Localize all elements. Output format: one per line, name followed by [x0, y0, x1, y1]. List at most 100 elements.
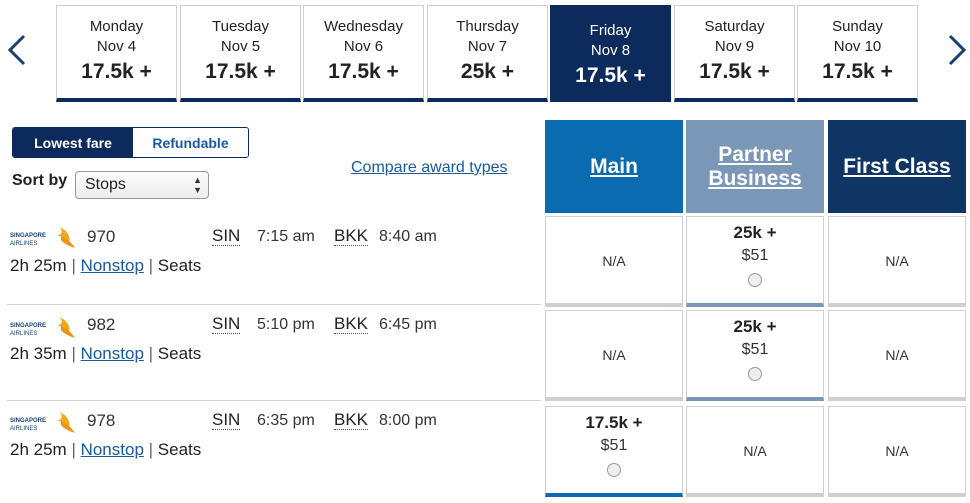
nonstop-link[interactable]: Nonstop [80, 344, 144, 363]
fare-cell-partner-business[interactable]: 25k + $51 [686, 310, 824, 401]
refundable-button[interactable]: Refundable [133, 128, 248, 157]
fare-not-available: N/A [885, 253, 909, 269]
destination-airport[interactable]: BKK [334, 410, 369, 430]
date-tab-monday[interactable]: Monday Nov 4 17.5k + [56, 5, 177, 102]
date-tab-price: 25k + [460, 60, 515, 83]
svg-text:SINGAPORE: SINGAPORE [10, 418, 46, 424]
fare-miles: 25k + [733, 223, 777, 242]
date-tab-price: 17.5k + [205, 60, 276, 83]
fare-type-toggle: Lowest fare Refundable [12, 127, 249, 158]
main-cabin-label: Main [590, 154, 638, 178]
sort-by-value: Stops [85, 176, 126, 193]
seats-link[interactable]: Seats [157, 344, 202, 363]
date-tab-day: Sunday [832, 18, 883, 35]
flight-details-line: 2h 25m | Nonstop | Seats [10, 256, 202, 275]
date-tab-day: Friday [589, 22, 632, 39]
fare-miles: 25k + [733, 317, 777, 336]
date-tab-wednesday[interactable]: Wednesday Nov 6 17.5k + [303, 5, 424, 102]
singapore-airlines-logo-icon: SINGAPORE AIRLINES [10, 317, 75, 338]
date-tab-date: Nov 10 [833, 38, 882, 55]
origin-airport[interactable]: SIN [212, 314, 241, 334]
main-cabin-header[interactable]: Main [545, 120, 683, 213]
date-tab-day: Thursday [456, 18, 519, 35]
fare-taxes: $51 [600, 437, 628, 454]
fare-select-radio[interactable] [748, 273, 762, 287]
sort-by-select[interactable]: Stops ▲ ▼ [75, 171, 209, 199]
destination-airport[interactable]: BKK [334, 226, 369, 246]
partner-business-header[interactable]: Partner Business [686, 120, 824, 213]
flight-details-line: 2h 25m | Nonstop | Seats [10, 440, 202, 459]
date-tab-thursday[interactable]: Thursday Nov 7 25k + [427, 5, 548, 102]
departure-time: 6:35 pm [257, 412, 315, 429]
flight-number: 970 [87, 227, 116, 246]
first-class-header[interactable]: First Class [828, 120, 966, 213]
origin-airport[interactable]: SIN [212, 226, 241, 246]
date-tab-price: 17.5k + [822, 60, 893, 83]
flight-details-line: 2h 35m | Nonstop | Seats [10, 344, 202, 363]
fare-cell-partner-business: N/A [686, 406, 824, 497]
date-tab-day: Tuesday [212, 18, 269, 35]
svg-text:SINGAPORE: SINGAPORE [10, 323, 46, 329]
destination-airport[interactable]: BKK [334, 314, 369, 334]
svg-text:AIRLINES: AIRLINES [10, 426, 37, 432]
date-tab-date: Nov 9 [714, 38, 755, 55]
date-tab-day: Monday [89, 18, 144, 35]
fare-cell-main[interactable]: 17.5k + $51 [545, 406, 683, 497]
departure-time: 7:15 am [257, 228, 315, 245]
next-dates-arrow-icon[interactable] [942, 30, 970, 70]
previous-dates-arrow-icon[interactable] [2, 30, 32, 70]
date-tab-friday-selected[interactable]: Friday Nov 8 17.5k + [550, 5, 671, 102]
origin-airport[interactable]: SIN [212, 410, 241, 430]
seats-link[interactable]: Seats [157, 256, 202, 275]
date-tab-price: 17.5k + [699, 60, 770, 83]
fare-cell-main: N/A [545, 216, 683, 307]
arrival-time: 6:45 pm [379, 316, 437, 333]
date-tab-saturday[interactable]: Saturday Nov 9 17.5k + [674, 5, 795, 102]
date-tab-date: Nov 8 [590, 42, 631, 59]
fare-not-available: N/A [602, 253, 626, 269]
seats-link[interactable]: Seats [157, 440, 202, 459]
row-divider [7, 304, 541, 305]
fare-cell-partner-business[interactable]: 25k + $51 [686, 216, 824, 307]
row-divider [7, 400, 541, 401]
arrival-time: 8:00 pm [379, 412, 437, 429]
sort-by-label: Sort by [12, 172, 68, 189]
lowest-fare-button[interactable]: Lowest fare [13, 128, 133, 157]
fare-cell-first-class: N/A [828, 310, 966, 401]
singapore-airlines-logo-icon: SINGAPORE AIRLINES [10, 227, 75, 248]
date-tab-date: Nov 7 [467, 38, 508, 55]
flight-number: 978 [87, 411, 116, 430]
fare-cell-main: N/A [545, 310, 683, 401]
flight-number: 982 [87, 315, 116, 334]
date-tab-date: Nov 4 [96, 38, 137, 55]
flight-duration: 2h 35m [10, 344, 67, 363]
fare-not-available: N/A [885, 443, 909, 459]
departure-time: 5:10 pm [257, 316, 315, 333]
date-tab-date: Nov 6 [343, 38, 384, 55]
fare-taxes: $51 [741, 247, 769, 264]
date-tab-tuesday[interactable]: Tuesday Nov 5 17.5k + [180, 5, 301, 102]
date-tab-date: Nov 5 [220, 38, 261, 55]
date-tab-day: Wednesday [324, 18, 403, 35]
date-tab-sunday[interactable]: Sunday Nov 10 17.5k + [797, 5, 918, 102]
date-tab-price: 17.5k + [81, 60, 152, 83]
flight-duration: 2h 25m [10, 256, 67, 275]
svg-text:AIRLINES: AIRLINES [10, 241, 37, 247]
nonstop-link[interactable]: Nonstop [80, 256, 144, 275]
singapore-airlines-logo-icon: SINGAPORE AIRLINES [10, 412, 75, 433]
flight-duration: 2h 25m [10, 440, 67, 459]
date-tab-day: Saturday [704, 18, 765, 35]
fare-select-radio[interactable] [748, 367, 762, 381]
fare-not-available: N/A [602, 347, 626, 363]
svg-text:SINGAPORE: SINGAPORE [10, 233, 46, 239]
partner-business-label: Partner Business [708, 142, 802, 190]
first-class-label: First Class [843, 154, 951, 178]
fare-miles: 17.5k + [585, 413, 643, 432]
fare-not-available: N/A [885, 347, 909, 363]
date-tab-price: 17.5k + [575, 64, 646, 87]
fare-select-radio[interactable] [607, 463, 621, 477]
nonstop-link[interactable]: Nonstop [80, 440, 144, 459]
compare-award-types-link[interactable]: Compare award types [351, 159, 508, 176]
fare-cell-first-class: N/A [828, 216, 966, 307]
fare-not-available: N/A [743, 443, 767, 459]
